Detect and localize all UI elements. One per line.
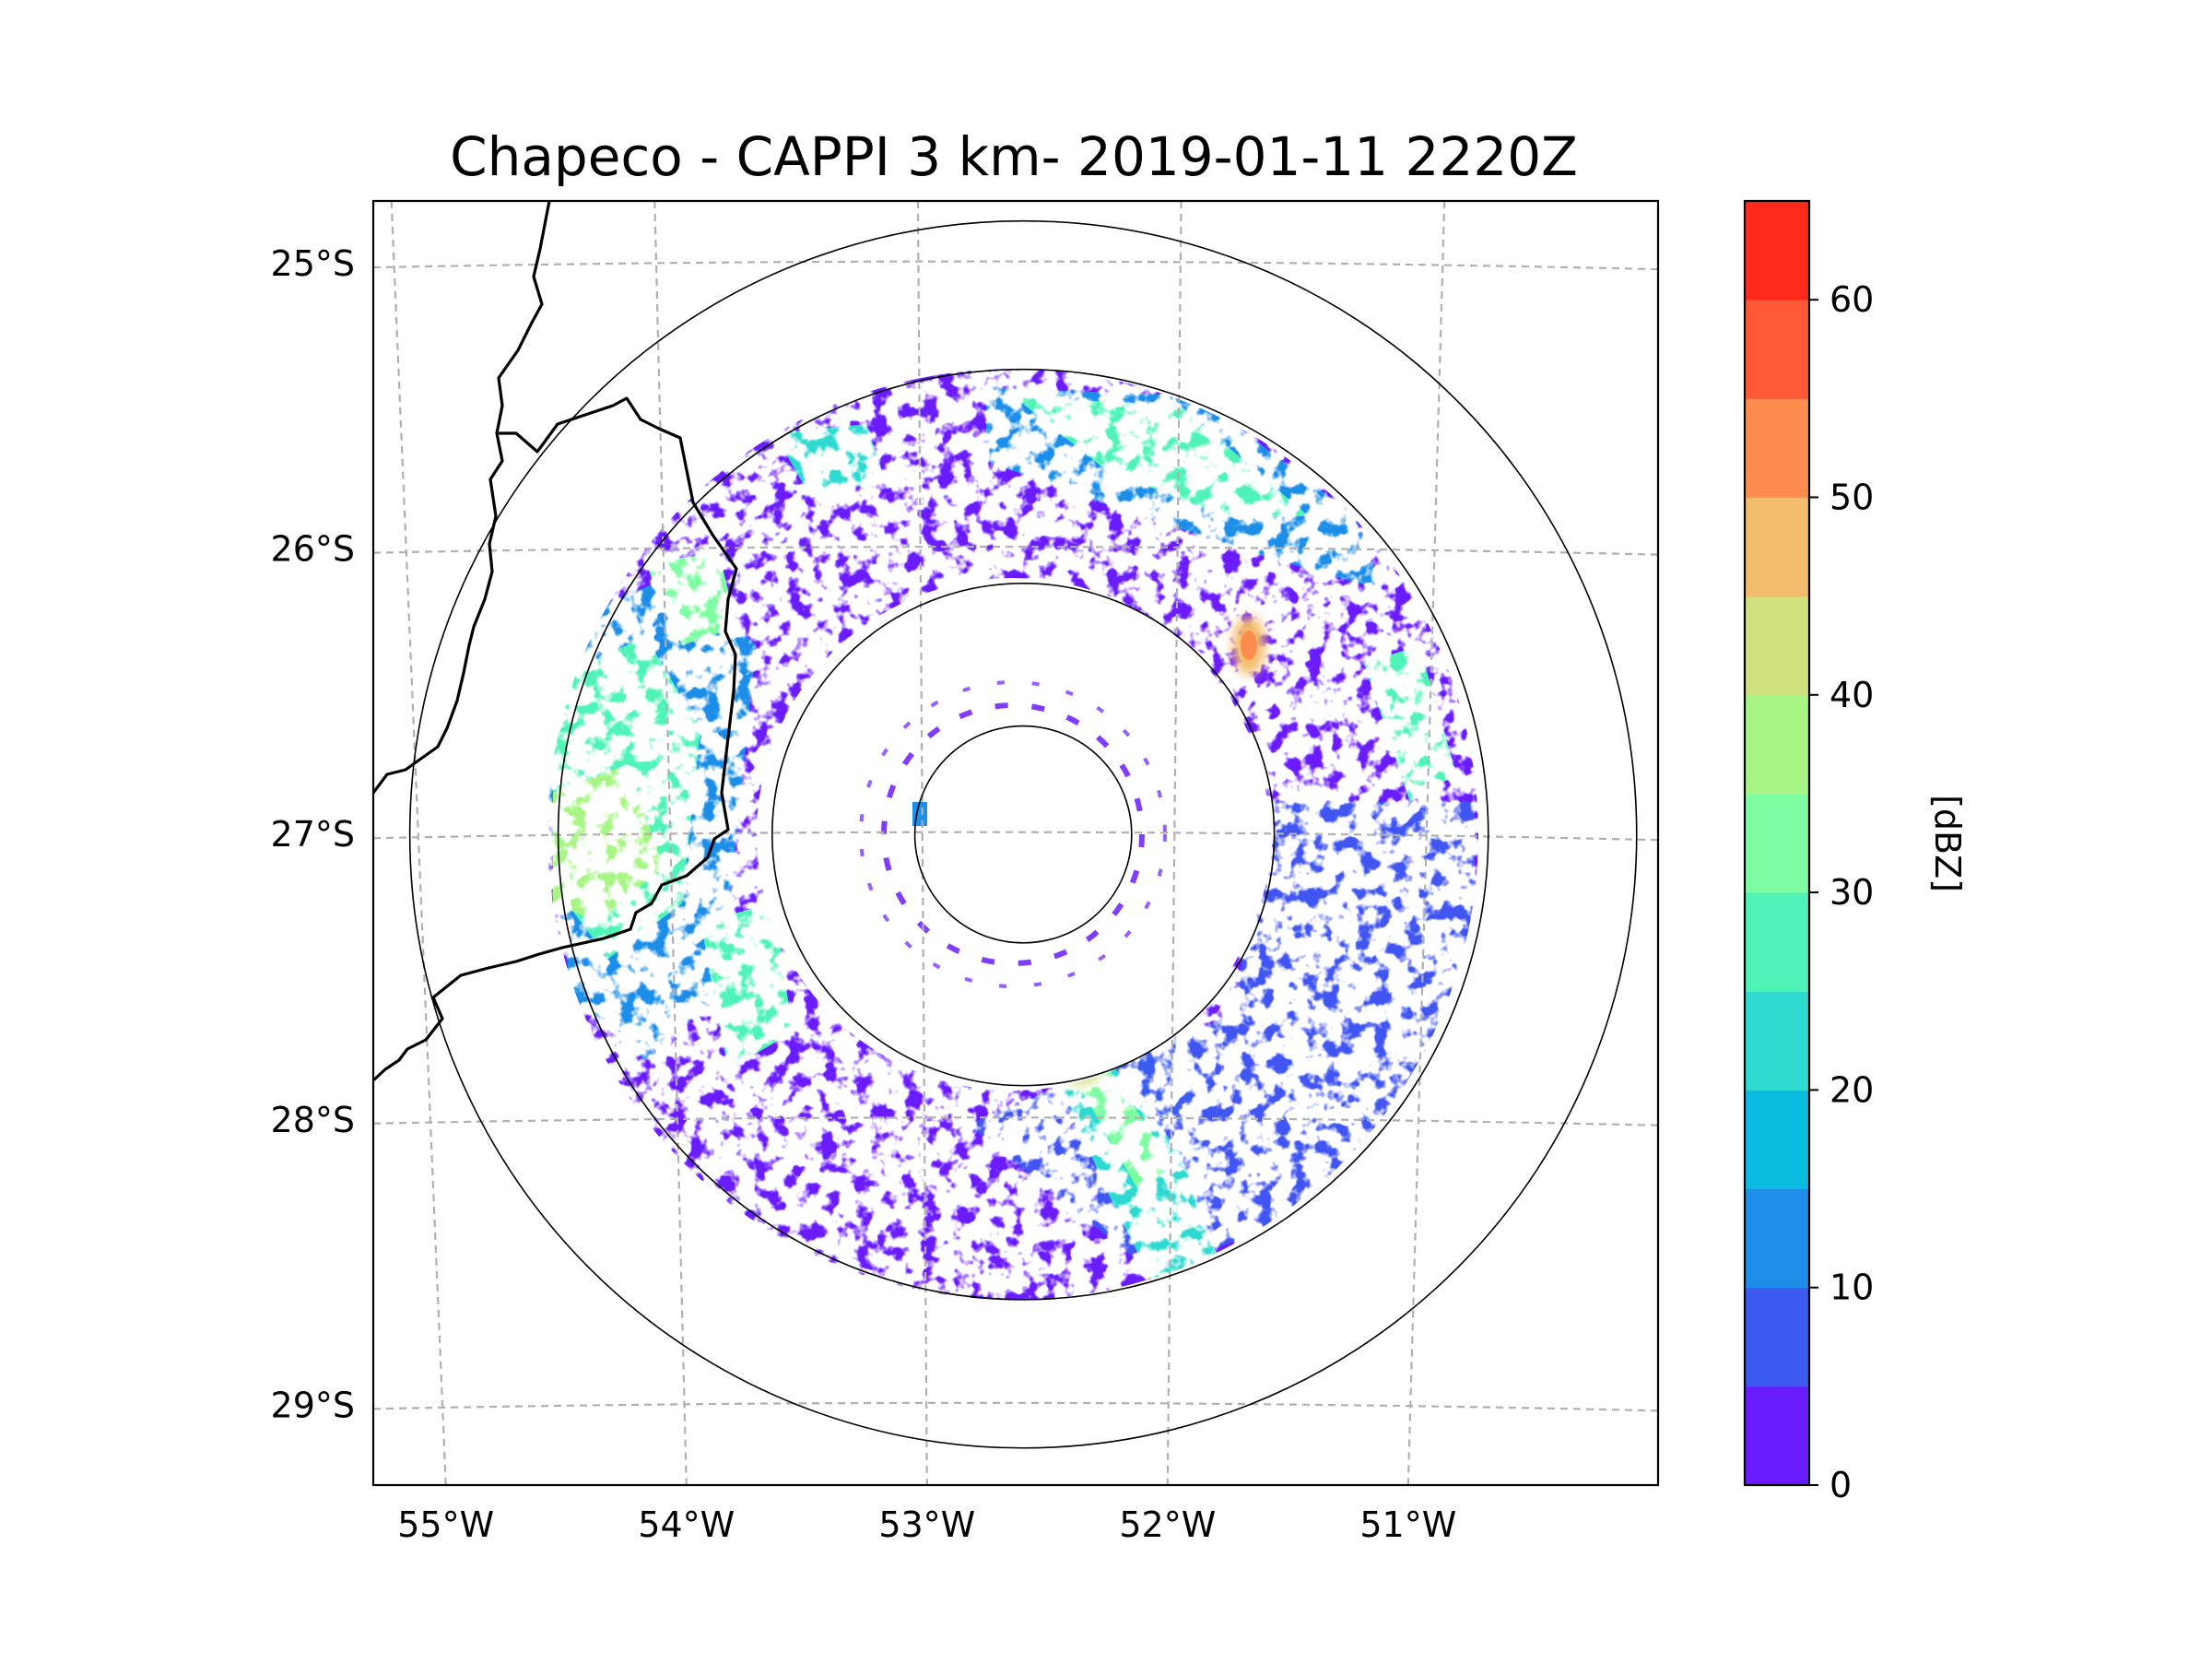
range-rings bbox=[408, 219, 1638, 1449]
lat-tick-label: 26°S bbox=[271, 529, 355, 570]
colorbar-frame bbox=[1743, 199, 1811, 1487]
colorbar-tick-labels: 0 10 20 30 40 50 60 bbox=[1809, 279, 1874, 1505]
colorbar-segment bbox=[1745, 892, 1809, 992]
map-gridlines bbox=[373, 201, 1658, 1485]
colorbar bbox=[1745, 201, 1809, 1486]
country-borders bbox=[373, 201, 738, 1082]
gridline-lat bbox=[373, 831, 1658, 842]
range-ring bbox=[557, 368, 1489, 1301]
colorbar-tick-label: 0 bbox=[1830, 1465, 1852, 1505]
colorbar-tick-label: 30 bbox=[1830, 872, 1874, 913]
gridline-lat bbox=[373, 546, 1658, 556]
lat-tick-label: 25°S bbox=[271, 243, 355, 284]
colorbar-segment bbox=[1745, 1188, 1809, 1289]
colorbar-segment bbox=[1745, 596, 1809, 696]
colorbar-tick-label: 10 bbox=[1830, 1268, 1874, 1308]
colorbar-segment bbox=[1745, 793, 1809, 893]
colorbar-tick-label: 60 bbox=[1830, 279, 1874, 320]
colorbar-label: [dBZ] bbox=[1927, 795, 1968, 892]
colorbar-segment bbox=[1745, 694, 1809, 795]
lat-tick-label: 29°S bbox=[271, 1385, 355, 1425]
reflectivity-field bbox=[547, 369, 1478, 1300]
map-area bbox=[373, 201, 1658, 1485]
colorbar-segment bbox=[1745, 201, 1809, 301]
range-ring bbox=[408, 219, 1638, 1449]
lon-tick-label: 54°W bbox=[638, 1504, 735, 1545]
lon-tick-label: 53°W bbox=[878, 1504, 975, 1545]
colorbar-segment bbox=[1745, 991, 1809, 1091]
gridline-lat bbox=[373, 1401, 1658, 1412]
colorbar-segment bbox=[1745, 497, 1809, 597]
gridline-lat bbox=[373, 260, 1658, 271]
colorbar-segment bbox=[1745, 1287, 1809, 1387]
range-ring bbox=[913, 725, 1133, 944]
lon-tick-label: 55°W bbox=[397, 1504, 494, 1545]
colorbar-tick-label: 40 bbox=[1830, 675, 1874, 715]
chart-title: Chapeco - CAPPI 3 km- 2019-01-11 2220Z bbox=[450, 125, 1578, 188]
colorbar-segment bbox=[1745, 1386, 1809, 1486]
axes-frame bbox=[371, 199, 1660, 1487]
lon-tick-label: 51°W bbox=[1359, 1504, 1456, 1545]
lat-tick-label: 28°S bbox=[271, 1100, 355, 1140]
lon-tick-label: 52°W bbox=[1119, 1504, 1216, 1545]
colorbar-tick-label: 20 bbox=[1830, 1069, 1874, 1110]
colorbar-segment bbox=[1745, 398, 1809, 498]
lat-tick-label: 27°S bbox=[271, 814, 355, 855]
colorbar-segment bbox=[1745, 300, 1809, 399]
colorbar-segment bbox=[1745, 1090, 1809, 1190]
gridline-lat bbox=[373, 1116, 1658, 1126]
latitude-tick-labels: 25°S 26°S 27°S 28°S 29°S bbox=[271, 243, 355, 1425]
colorbar-tick-label: 50 bbox=[1830, 477, 1874, 517]
longitude-tick-labels: 55°W 54°W 53°W 52°W 51°W bbox=[397, 1504, 1456, 1545]
range-ring bbox=[771, 583, 1276, 1087]
